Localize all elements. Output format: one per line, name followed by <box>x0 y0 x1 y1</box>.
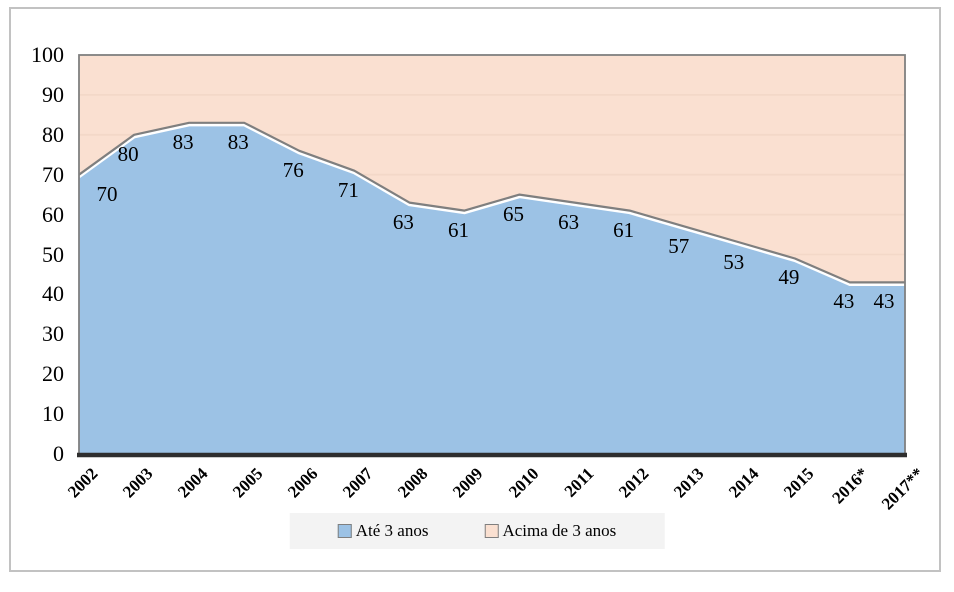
y-tick-label: 70 <box>42 161 64 187</box>
y-tick-label: 0 <box>53 441 64 466</box>
y-tick-label: 90 <box>42 81 64 107</box>
data-label: 80 <box>117 141 139 166</box>
legend-swatch-icon <box>484 524 499 538</box>
y-tick-label: 20 <box>42 361 64 387</box>
y-tick-label: 30 <box>42 321 64 347</box>
data-label: 76 <box>282 157 304 182</box>
data-label: 61 <box>613 217 635 242</box>
data-label: 63 <box>558 209 580 234</box>
boundary-underline <box>77 122 905 286</box>
data-label: 63 <box>392 209 414 234</box>
y-tick-label: 10 <box>42 401 64 427</box>
data-label: 49 <box>778 265 800 290</box>
legend-item: Até 3 anos <box>337 521 429 541</box>
data-label: 43 <box>873 289 895 314</box>
data-label: 57 <box>668 233 690 258</box>
y-tick-label: 40 <box>42 281 64 307</box>
data-label: 65 <box>503 201 525 226</box>
legend-item: Acima de 3 anos <box>484 521 616 541</box>
y-tick-label: 80 <box>42 121 64 147</box>
series-boundary-line <box>78 121 905 284</box>
legend-label: Até 3 anos <box>355 521 429 540</box>
y-tick-label: 60 <box>42 201 64 227</box>
data-label: 53 <box>723 249 745 274</box>
data-label: 70 <box>96 181 118 206</box>
data-label: 61 <box>447 217 469 242</box>
legend-label: Acima de 3 anos <box>502 521 617 540</box>
data-label: 83 <box>172 129 194 154</box>
data-label: 83 <box>227 129 249 154</box>
data-label: 43 <box>833 289 855 314</box>
y-tick-label: 50 <box>42 241 64 267</box>
chart-legend: Até 3 anos Acima de 3 anos <box>289 513 665 549</box>
y-tick-label: 100 <box>31 42 64 67</box>
data-label: 71 <box>337 177 359 202</box>
legend-swatch-icon <box>337 524 352 538</box>
area-series-ate-3-anos <box>79 122 905 455</box>
